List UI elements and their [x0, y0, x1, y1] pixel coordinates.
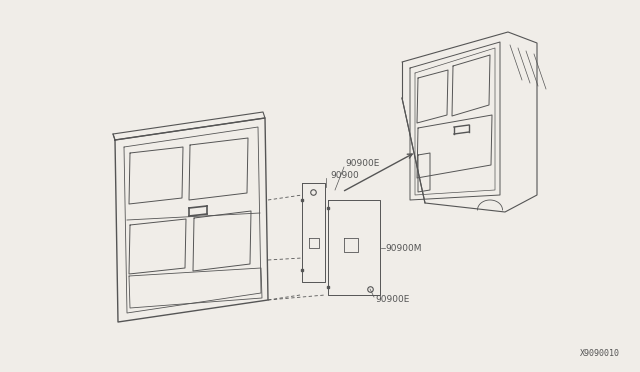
Text: 90900: 90900 — [330, 170, 359, 180]
Text: 90900E: 90900E — [375, 295, 410, 305]
Text: 90900E: 90900E — [345, 158, 380, 167]
Text: X9090010: X9090010 — [580, 349, 620, 358]
Text: 90900M: 90900M — [385, 244, 422, 253]
